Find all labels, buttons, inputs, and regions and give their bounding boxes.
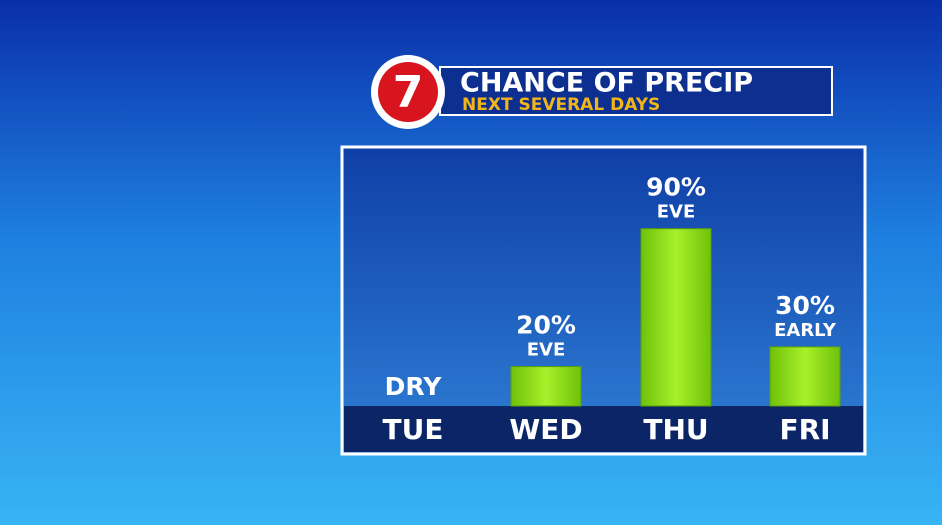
timing-label: EARLY — [774, 320, 837, 341]
x-tick-label: TUE — [383, 413, 444, 446]
value-label: 20% — [516, 311, 576, 340]
logo-text: 7 — [393, 67, 424, 118]
day-band — [344, 406, 863, 452]
x-tick-label: FRI — [779, 413, 830, 446]
title-banner — [439, 66, 833, 116]
bar — [769, 346, 841, 407]
value-label: DRY — [385, 372, 443, 401]
bar — [510, 366, 582, 407]
x-tick-label: WED — [509, 413, 582, 446]
chart-title: CHANCE OF PRECIP — [460, 68, 753, 99]
logo — [378, 62, 438, 122]
chart-subtitle: NEXT SEVERAL DAYS — [462, 95, 660, 115]
value-label: 90% — [646, 173, 706, 202]
bar — [640, 228, 712, 407]
timing-label: EVE — [527, 340, 566, 361]
value-label: 30% — [775, 291, 835, 320]
x-tick-label: THU — [643, 413, 708, 446]
timing-label: EVE — [657, 202, 696, 223]
